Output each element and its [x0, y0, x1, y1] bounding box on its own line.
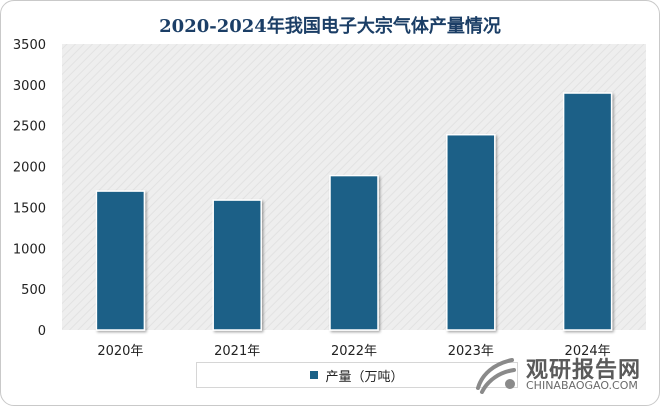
- x-tick-label: 2022年: [331, 344, 377, 359]
- y-tick-label: 500: [21, 283, 46, 298]
- bar: [329, 174, 379, 331]
- y-tick-label: 1000: [13, 242, 46, 257]
- y-tick-label: 2500: [13, 120, 46, 135]
- bar: [95, 190, 146, 331]
- x-tick-label: 2021年: [214, 344, 260, 359]
- bar: [562, 92, 613, 331]
- bar: [446, 133, 496, 331]
- x-tick-label: 2023年: [448, 344, 494, 359]
- watermark-url: CHINABAOGAO.COM: [526, 379, 638, 392]
- legend: 产量（万吨）: [196, 362, 518, 388]
- y-tick-label: 2000: [13, 161, 46, 176]
- watermark-logo-icon: [476, 358, 516, 394]
- watermark-name: 观研报告网: [526, 358, 642, 383]
- x-tick-label: 2024年: [565, 344, 611, 359]
- legend-label: 产量（万吨）: [325, 369, 404, 385]
- watermark: 观研报告网 CHINABAOGAO.COM: [472, 352, 652, 396]
- bar: [212, 199, 262, 331]
- y-tick-label: 3500: [13, 38, 46, 53]
- chart-title: 2020-2024年我国电子大宗气体产量情况: [159, 16, 501, 37]
- y-tick-label: 1500: [13, 201, 46, 216]
- y-tick-label: 0: [38, 324, 46, 339]
- legend-swatch: [310, 371, 319, 379]
- y-tick-label: 3000: [13, 79, 46, 94]
- x-tick-label: 2020年: [97, 344, 143, 359]
